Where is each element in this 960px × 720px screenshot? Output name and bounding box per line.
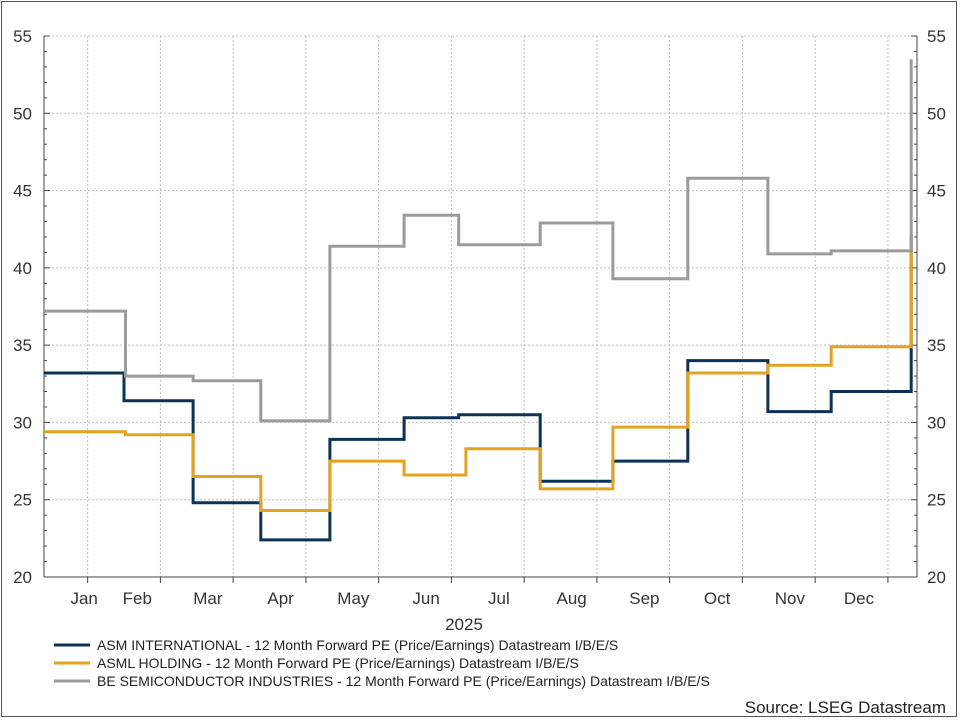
legend-label-2: BE SEMICONDUCTOR INDUSTRIES - 12 Month F… xyxy=(97,673,710,689)
x-tick-label: May xyxy=(337,589,370,608)
y-tick-label-right: 55 xyxy=(927,27,946,46)
y-tick-label-right: 40 xyxy=(927,259,946,278)
series-line-0 xyxy=(44,236,913,542)
legend: ASM INTERNATIONAL - 12 Month Forward PE … xyxy=(54,637,710,689)
y-tick-label-left: 55 xyxy=(13,27,32,46)
gridlines xyxy=(44,35,917,578)
y-tick-label-left: 30 xyxy=(13,413,32,432)
y-tick-label-right: 20 xyxy=(927,568,946,587)
y-tick-label-right: 45 xyxy=(927,182,946,201)
y-tick-label-right: 30 xyxy=(927,413,946,432)
x-tick-label: Aug xyxy=(556,589,586,608)
x-tick-label: Jun xyxy=(412,589,439,608)
y-tick-label-left: 35 xyxy=(13,336,32,355)
y-tick-label-right: 25 xyxy=(927,491,946,510)
x-tick-label: Apr xyxy=(267,589,294,608)
x-tick-label: Sep xyxy=(629,589,659,608)
legend-label-1: ASML HOLDING - 12 Month Forward PE (Pric… xyxy=(97,655,579,671)
x-tick-label: Mar xyxy=(193,589,223,608)
x-axis-title: 2025 xyxy=(445,615,483,634)
y-tick-label-left: 45 xyxy=(13,182,32,201)
y-tick-label-right: 50 xyxy=(927,104,946,123)
source-note: Source: LSEG Datastream xyxy=(745,698,946,717)
legend-label-0: ASM INTERNATIONAL - 12 Month Forward PE … xyxy=(97,637,618,653)
x-tick-label: Feb xyxy=(123,589,152,608)
axes: 20 20 25 25 30 30 35 35 40 40 45 45 50 50 55 55 Jan Feb Ma… xyxy=(13,27,946,608)
series-line-2 xyxy=(44,59,913,423)
x-tick-label: Nov xyxy=(775,589,806,608)
x-tick-label: Jul xyxy=(488,589,510,608)
series-lines xyxy=(44,59,913,542)
series-line-1 xyxy=(44,233,913,512)
y-tick-label-left: 25 xyxy=(13,491,32,510)
y-tick-label-left: 50 xyxy=(13,104,32,123)
y-tick-label-right: 35 xyxy=(927,336,946,355)
y-tick-label-left: 20 xyxy=(13,568,32,587)
x-tick-label: Dec xyxy=(844,589,875,608)
x-tick-label: Oct xyxy=(704,589,731,608)
y-tick-label-left: 40 xyxy=(13,259,32,278)
x-tick-label: Jan xyxy=(70,589,97,608)
